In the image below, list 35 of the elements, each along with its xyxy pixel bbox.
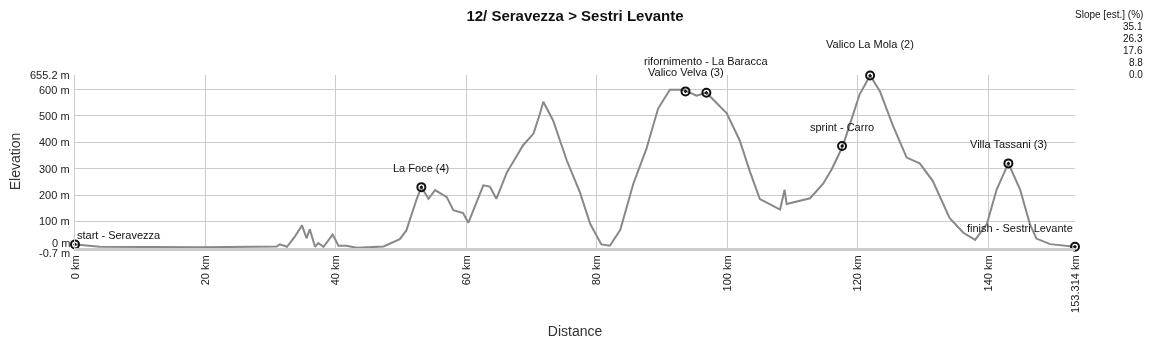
y-tick-label: 0 m <box>52 237 71 249</box>
y-tick-label: 100 m <box>39 215 70 227</box>
x-tick-label: 120 km <box>851 255 864 292</box>
x-tick-label: 100 km <box>720 255 733 292</box>
text: 0.0 <box>1129 69 1144 80</box>
y-tick-label: 655.2 m <box>30 69 70 81</box>
text: Slope [est.] (%) <box>1075 9 1144 20</box>
annotation: start - Seravezza <box>77 229 162 241</box>
y-tick-label: -0.7 m <box>39 247 71 259</box>
annotation: Valico Velva (3) <box>648 66 724 78</box>
y-tick-label: 400 m <box>39 136 70 148</box>
y-tick-label: 300 m <box>39 163 70 175</box>
x-tick-label: 80 km <box>590 255 603 286</box>
x-axis-title: Distance <box>547 323 603 340</box>
text: 35.1 <box>1123 21 1143 32</box>
x-tick-label: 60 km <box>459 255 472 286</box>
annotation: La Foce (4) <box>393 162 450 174</box>
chart-title: 12/ Seravezza > Sestri Levante <box>466 7 684 24</box>
text: 8.8 <box>1129 57 1144 68</box>
annotation: sprint - Carro <box>810 121 875 133</box>
text: 17.6 <box>1123 45 1143 56</box>
annotation: Valico La Mola (2) <box>826 38 914 50</box>
annotation: finish - Sestri Levante <box>967 222 1073 234</box>
y-tick-label: 200 m <box>39 189 70 201</box>
x-tick-label: 140 km <box>981 255 994 292</box>
y-tick-label: 600 m <box>39 84 70 96</box>
x-tick-label: 153.314 km <box>1068 255 1081 313</box>
text: 26.3 <box>1123 33 1143 44</box>
annotation: Villa Tassani (3) <box>970 138 1048 150</box>
y-axis-title: Elevation <box>6 132 23 191</box>
y-tick-label: 500 m <box>39 110 70 122</box>
x-tick-label: 0 km <box>68 255 81 280</box>
x-tick-label: 20 km <box>199 255 212 286</box>
x-tick-label: 40 km <box>329 255 342 286</box>
annotation: rifornimento - La Baracca <box>644 55 769 67</box>
